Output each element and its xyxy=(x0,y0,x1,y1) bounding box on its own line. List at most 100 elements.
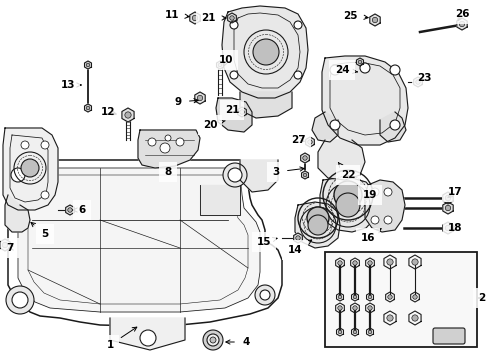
Text: 23: 23 xyxy=(416,73,430,83)
Text: 16: 16 xyxy=(360,229,380,243)
Circle shape xyxy=(411,259,417,265)
Polygon shape xyxy=(321,56,407,145)
Circle shape xyxy=(293,21,302,29)
Circle shape xyxy=(445,205,450,211)
Circle shape xyxy=(337,261,342,265)
Polygon shape xyxy=(442,222,452,234)
Polygon shape xyxy=(319,178,377,232)
Polygon shape xyxy=(413,77,422,87)
Circle shape xyxy=(229,71,238,79)
Polygon shape xyxy=(84,61,91,69)
Polygon shape xyxy=(293,233,302,243)
Polygon shape xyxy=(311,112,337,142)
Polygon shape xyxy=(350,258,359,268)
Circle shape xyxy=(21,159,39,177)
Polygon shape xyxy=(336,328,343,336)
Circle shape xyxy=(252,39,279,65)
Text: 1: 1 xyxy=(106,327,137,350)
Polygon shape xyxy=(385,292,393,302)
Polygon shape xyxy=(335,258,344,268)
Text: 3: 3 xyxy=(272,167,304,177)
Circle shape xyxy=(229,21,238,29)
Polygon shape xyxy=(356,58,363,66)
Polygon shape xyxy=(294,202,339,248)
Circle shape xyxy=(386,315,392,321)
Polygon shape xyxy=(222,6,307,98)
Bar xyxy=(325,252,476,347)
Text: 5: 5 xyxy=(31,222,48,239)
Circle shape xyxy=(140,330,156,346)
Polygon shape xyxy=(379,112,405,142)
Circle shape xyxy=(197,95,203,101)
Circle shape xyxy=(2,242,8,248)
Text: 9: 9 xyxy=(174,97,198,107)
Text: 8: 8 xyxy=(164,167,171,177)
Circle shape xyxy=(21,141,29,149)
Text: 21: 21 xyxy=(201,13,225,23)
Circle shape xyxy=(352,261,357,265)
Circle shape xyxy=(307,215,327,235)
Polygon shape xyxy=(110,318,184,350)
Polygon shape xyxy=(351,293,358,301)
Circle shape xyxy=(86,63,90,67)
Circle shape xyxy=(367,295,371,299)
Circle shape xyxy=(367,261,371,265)
Circle shape xyxy=(387,295,391,299)
Polygon shape xyxy=(408,255,420,269)
Polygon shape xyxy=(5,195,30,232)
Circle shape xyxy=(445,225,450,231)
Circle shape xyxy=(68,208,72,212)
Circle shape xyxy=(386,259,392,265)
Text: 21: 21 xyxy=(224,105,239,115)
Polygon shape xyxy=(351,328,358,336)
Polygon shape xyxy=(122,108,134,122)
Polygon shape xyxy=(189,12,200,24)
Circle shape xyxy=(12,292,28,308)
Circle shape xyxy=(6,163,30,187)
Circle shape xyxy=(352,306,357,310)
Text: 7: 7 xyxy=(6,243,14,253)
Polygon shape xyxy=(84,104,91,112)
FancyBboxPatch shape xyxy=(432,328,464,344)
Polygon shape xyxy=(365,258,374,268)
Text: 2: 2 xyxy=(477,293,485,303)
Text: 10: 10 xyxy=(218,55,233,66)
Polygon shape xyxy=(442,202,452,214)
Circle shape xyxy=(412,295,416,299)
Circle shape xyxy=(164,135,171,141)
Circle shape xyxy=(371,17,377,23)
Text: 26: 26 xyxy=(454,9,468,21)
Circle shape xyxy=(41,141,49,149)
Circle shape xyxy=(411,315,417,321)
Circle shape xyxy=(415,80,419,84)
Text: 25: 25 xyxy=(342,11,367,21)
Circle shape xyxy=(303,173,306,177)
Circle shape xyxy=(329,120,339,130)
Text: 6: 6 xyxy=(73,205,85,215)
Circle shape xyxy=(260,290,269,300)
Polygon shape xyxy=(366,328,373,336)
Polygon shape xyxy=(237,107,246,117)
Circle shape xyxy=(383,188,391,196)
Circle shape xyxy=(358,60,361,64)
Polygon shape xyxy=(350,303,359,313)
Circle shape xyxy=(367,306,371,310)
Polygon shape xyxy=(366,293,373,301)
Polygon shape xyxy=(240,92,291,118)
Polygon shape xyxy=(364,180,404,232)
Circle shape xyxy=(458,21,464,27)
Text: 4: 4 xyxy=(225,337,249,347)
Circle shape xyxy=(302,156,306,160)
Polygon shape xyxy=(227,13,236,23)
Circle shape xyxy=(206,334,219,346)
Circle shape xyxy=(370,216,378,224)
Circle shape xyxy=(254,285,274,305)
Text: 17: 17 xyxy=(447,187,461,198)
Circle shape xyxy=(223,163,246,187)
Polygon shape xyxy=(200,185,240,215)
Polygon shape xyxy=(410,292,419,302)
Polygon shape xyxy=(442,192,452,204)
Circle shape xyxy=(333,181,361,209)
Polygon shape xyxy=(138,130,200,168)
Polygon shape xyxy=(317,140,364,180)
